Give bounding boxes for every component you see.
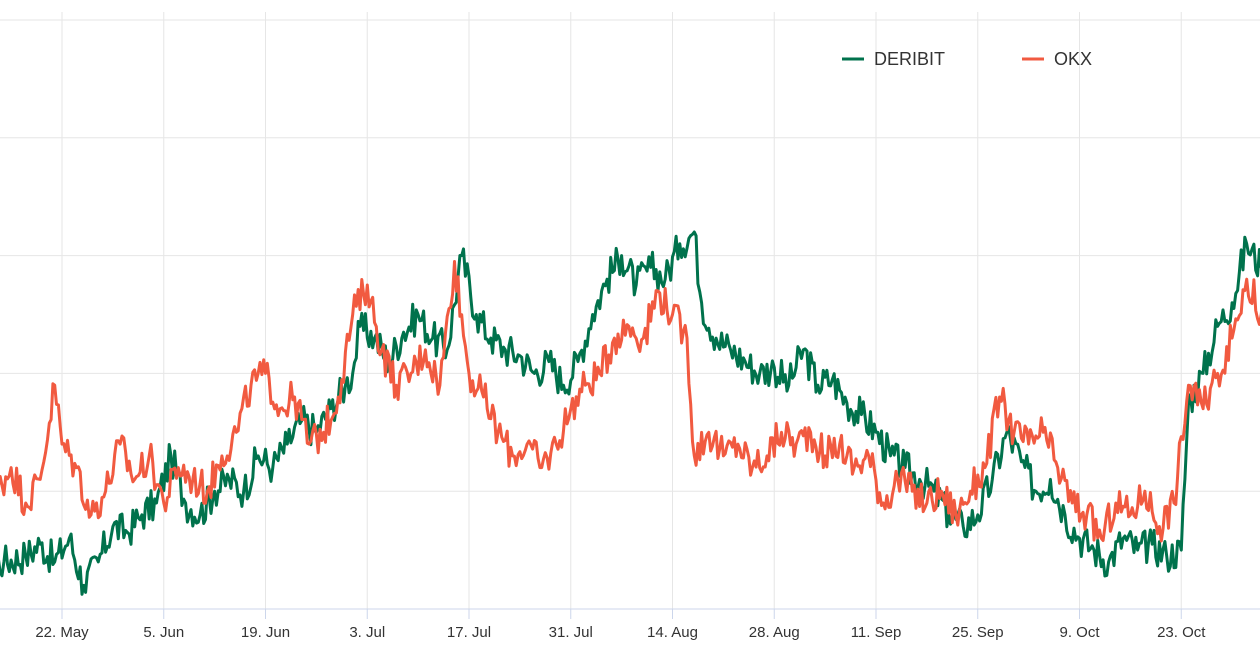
series-line-okx[interactable] [0,185,1260,543]
x-tick-label: 25. Sep [952,624,1004,641]
x-tick-label: 14. Aug [647,624,698,641]
x-tick-label: 28. Aug [749,624,800,641]
x-tick-label: 22. May [35,624,89,641]
series-layer [0,150,1260,596]
legend[interactable]: DERIBIT OKX [842,49,1092,69]
legend-item-deribit[interactable]: DERIBIT [842,49,945,69]
legend-item-okx[interactable]: OKX [1022,49,1092,69]
x-axis: 22. May 5. Jun 19. Jun 3. Jul 17. Jul 31. Jul… [0,608,1260,641]
grid-layer [0,12,1260,609]
x-tick-label: 9. Oct [1059,624,1100,641]
x-tick-label: 17. Jul [447,624,491,641]
series-line-deribit[interactable] [0,150,1260,596]
x-tick-label: 31. Jul [549,624,593,641]
x-tick-label: 11. Sep [851,624,902,641]
legend-label-deribit[interactable]: DERIBIT [874,49,945,69]
x-tick-label: 19. Jun [241,624,290,641]
x-tick-label: 5. Jun [143,624,184,641]
legend-label-okx[interactable]: OKX [1054,49,1092,69]
x-tick-label: 23. Oct [1157,624,1206,641]
x-tick-label: 3. Jul [349,624,385,641]
